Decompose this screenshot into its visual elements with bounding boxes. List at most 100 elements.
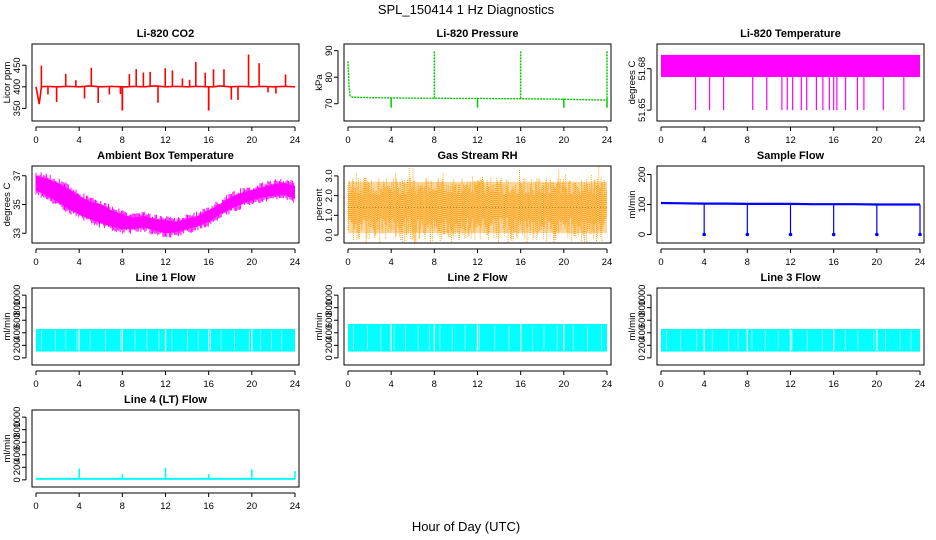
x-tick-label: 20: [559, 135, 570, 146]
x-tick-label: 12: [785, 135, 796, 146]
x-tick-label: 20: [559, 379, 570, 390]
plot-frame: [656, 43, 925, 122]
x-tick-label: 0: [33, 135, 38, 146]
x-tick-label: 16: [515, 379, 526, 390]
x-tick-label: 0: [345, 257, 350, 268]
x-tick-label: 4: [77, 135, 82, 146]
series-point: [788, 232, 793, 237]
y-tick-label: 200: [637, 337, 648, 353]
y-tick-label: 400: [12, 447, 23, 463]
panel-title: Line 2 Flow: [448, 272, 508, 284]
x-tick-label: 0: [33, 501, 38, 512]
y-tick-label: 35: [12, 199, 23, 210]
y-tick-label: 600: [12, 434, 23, 450]
y-axis-label: percent: [314, 188, 325, 220]
panel-title: Li-820 Pressure: [437, 28, 519, 40]
x-tick-label: 4: [77, 379, 82, 390]
y-tick-label: 600: [324, 312, 335, 328]
panel-title: Line 4 (LT) Flow: [124, 394, 207, 406]
y-tick-label: 800: [637, 300, 648, 316]
x-tick-label: 8: [745, 379, 750, 390]
x-tick-label: 12: [785, 257, 796, 268]
panel-li820temp: Li-820 Temperature degrees C 0 4 8 12 16 20 24 51…: [627, 28, 925, 146]
x-tick-label: 20: [247, 501, 258, 512]
plot-frame: [656, 287, 925, 366]
y-axis-label: kPa: [314, 74, 325, 91]
x-tick-label: 0: [345, 135, 350, 146]
data-series: [347, 50, 608, 108]
panel-title: Ambient Box Temperature: [97, 150, 234, 162]
y-tick-label: 1000: [12, 407, 23, 428]
x-axis: 0 4 8 12 16 20 24: [33, 126, 300, 146]
y-tick-label: 100: [637, 197, 648, 213]
x-tick-label: 16: [203, 501, 214, 512]
y-tick-label: 800: [12, 300, 23, 316]
plot-frame: [343, 43, 612, 122]
x-tick-label: 16: [515, 257, 526, 268]
x-axis: 0 4 8 12 16 20 24: [345, 248, 613, 268]
y-axis: 70 80 90: [324, 45, 339, 109]
y-tick-label: 0: [324, 355, 335, 360]
panel-line4: Line 4 (LT) Flow ml/min 0 4 8 12 16 20 24 0 200400…: [2, 394, 300, 512]
x-tick-label: 12: [160, 501, 171, 512]
y-tick-label: 1.0: [324, 209, 335, 222]
x-tick-label: 24: [290, 257, 301, 268]
x-tick-label: 8: [120, 379, 125, 390]
panel-title: Sample Flow: [757, 150, 825, 162]
y-tick-label: 90: [324, 45, 335, 56]
x-tick-label: 24: [602, 257, 613, 268]
x-tick-label: 0: [658, 379, 663, 390]
x-tick-label: 16: [828, 257, 839, 268]
x-tick-label: 20: [247, 135, 258, 146]
data-series: [660, 201, 922, 237]
y-tick-label: 1000: [324, 285, 335, 306]
series-point: [831, 232, 836, 237]
y-axis: 0 100 200: [637, 167, 652, 237]
x-tick-label: 24: [602, 135, 613, 146]
x-tick-label: 0: [33, 379, 38, 390]
x-tick-label: 12: [472, 135, 483, 146]
plot-frame: [343, 165, 612, 244]
x-tick-label: 8: [432, 257, 437, 268]
y-axis: 350 400 450: [12, 57, 27, 116]
x-tick-label: 12: [160, 379, 171, 390]
x-tick-label: 20: [872, 135, 883, 146]
x-tick-label: 24: [602, 379, 613, 390]
y-axis-label: degrees C: [627, 60, 638, 104]
y-tick-label: 1000: [637, 285, 648, 306]
series-point: [918, 232, 922, 237]
plot-frame: [31, 409, 300, 488]
y-tick-label: 800: [324, 300, 335, 316]
y-tick-label: 600: [637, 312, 648, 328]
x-tick-label: 24: [915, 135, 926, 146]
y-tick-label: 0.0: [324, 228, 335, 241]
series-line: [35, 85, 296, 105]
y-tick-label: 400: [637, 325, 648, 341]
y-tick-label: 200: [637, 167, 648, 183]
x-tick-label: 8: [745, 257, 750, 268]
x-tick-label: 20: [247, 379, 258, 390]
plot-frame: [31, 165, 300, 244]
x-tick-label: 0: [33, 257, 38, 268]
x-axis: 0 4 8 12 16 20 24: [33, 370, 300, 390]
series-band: [661, 54, 920, 77]
x-tick-label: 4: [77, 501, 82, 512]
x-tick-label: 8: [120, 257, 125, 268]
y-axis: 51.65 51.68: [637, 57, 652, 122]
x-tick-label: 20: [872, 257, 883, 268]
y-tick-label: 33: [12, 228, 23, 239]
x-axis: 0 4 8 12 16 20 24: [345, 126, 613, 146]
data-series: [35, 54, 296, 111]
y-tick-label: 51.68: [637, 57, 648, 81]
x-tick-label: 12: [160, 135, 171, 146]
plot-frame: [31, 43, 300, 122]
panel-line2: Line 2 Flow ml/min 0 4 8 12 16 20 24 0 20040060080…: [314, 272, 612, 390]
x-tick-label: 0: [345, 379, 350, 390]
x-tick-label: 24: [290, 501, 301, 512]
x-tick-label: 8: [120, 135, 125, 146]
data-series: [347, 166, 607, 243]
x-tick-label: 16: [203, 257, 214, 268]
